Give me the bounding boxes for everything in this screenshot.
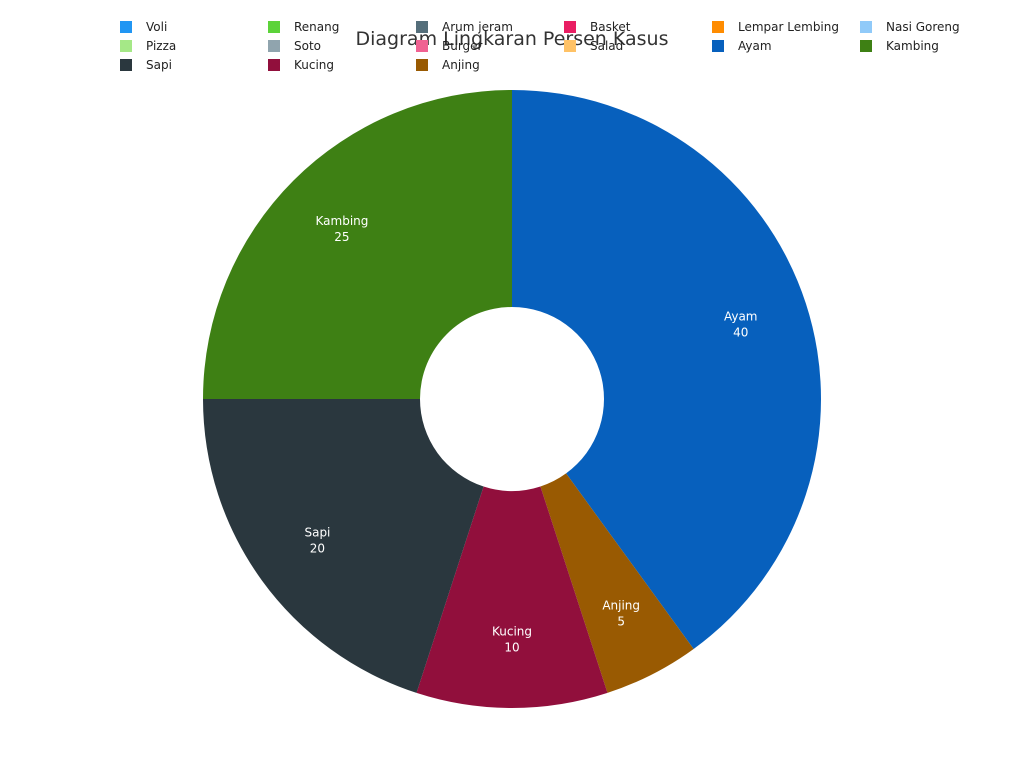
legend-label: Renang: [294, 20, 340, 34]
slice-label-value: 20: [310, 541, 325, 555]
legend-item-voli[interactable]: Voli: [120, 19, 167, 35]
slice-label: Kambing 25: [316, 214, 369, 244]
legend-swatch: [712, 40, 724, 52]
pie-slice-kucing[interactable]: [416, 486, 608, 708]
legend-label: Burger: [442, 39, 483, 53]
legend-label: Sapi: [146, 58, 172, 72]
legend-label: Nasi Goreng: [886, 20, 960, 34]
legend-swatch: [416, 40, 428, 52]
legend-swatch: [268, 21, 280, 33]
legend-swatch: [120, 21, 132, 33]
legend-label: Soto: [294, 39, 322, 53]
legend-item-lempar-lembing[interactable]: Lempar Lembing: [712, 19, 839, 35]
legend-swatch: [860, 21, 872, 33]
legend-item-kambing[interactable]: Kambing: [860, 38, 939, 54]
legend-label: Anjing: [442, 58, 480, 72]
legend-item-burger[interactable]: Burger: [416, 38, 483, 54]
legend-label: Lempar Lembing: [738, 20, 839, 34]
legend-swatch: [712, 21, 724, 33]
slice-label-name: Ayam: [724, 310, 758, 324]
legend-label: Voli: [146, 20, 168, 34]
legend-item-salad[interactable]: Salad: [564, 38, 623, 54]
pie-slice-anjing[interactable]: [540, 473, 694, 693]
slice-label-name: Sapi: [304, 525, 330, 539]
slice-label: Kucing 10: [492, 625, 532, 655]
slice-label-value: 40: [733, 326, 748, 340]
legend-label: Ayam: [738, 39, 772, 53]
legend-label: Salad: [590, 39, 624, 53]
slice-label: Ayam 40: [724, 310, 758, 340]
legend-swatch: [416, 59, 428, 71]
legend-swatch: [416, 21, 428, 33]
slice-label-name: Anjing: [602, 598, 640, 612]
legend-swatch: [564, 40, 576, 52]
legend-item-ayam[interactable]: Ayam: [712, 38, 772, 54]
legend-label: Basket: [590, 20, 631, 34]
slice-label: Sapi 20: [304, 525, 330, 555]
legend-swatch: [268, 59, 280, 71]
legend-swatch: [860, 40, 872, 52]
legend-item-anjing[interactable]: Anjing: [416, 57, 480, 73]
pie-slice-kambing[interactable]: [203, 90, 512, 399]
legend-swatch: [564, 21, 576, 33]
legend-swatch: [120, 40, 132, 52]
legend-item-nasi-goreng[interactable]: Nasi Goreng: [860, 19, 960, 35]
legend-swatch: [120, 59, 132, 71]
legend-item-pizza[interactable]: Pizza: [120, 38, 176, 54]
slice-label-name: Kambing: [316, 214, 369, 228]
slice-label-value: 25: [334, 230, 349, 244]
legend-item-arum-jeram[interactable]: Arum jeram: [416, 19, 513, 35]
slice-label-name: Kucing: [492, 625, 532, 639]
legend-label: Kambing: [886, 39, 939, 53]
legend-label: Kucing: [294, 58, 335, 72]
legend-item-soto[interactable]: Soto: [268, 38, 321, 54]
pie-slice-ayam[interactable]: [512, 90, 822, 649]
legend-item-kucing[interactable]: Kucing: [268, 57, 334, 73]
legend-swatch: [268, 40, 280, 52]
pie-slice-sapi[interactable]: [203, 399, 484, 693]
legend-item-sapi[interactable]: Sapi: [120, 57, 172, 73]
slice-label: Anjing 5: [602, 598, 640, 628]
legend-item-renang[interactable]: Renang: [268, 19, 339, 35]
legend-label: Arum jeram: [442, 20, 513, 34]
chart-title: Diagram Lingkaran Persen Kasus: [355, 28, 669, 50]
legend-item-basket[interactable]: Basket: [564, 19, 630, 35]
slice-label-value: 10: [504, 641, 519, 655]
legend-label: Pizza: [146, 39, 177, 53]
slice-label-value: 5: [617, 614, 625, 628]
